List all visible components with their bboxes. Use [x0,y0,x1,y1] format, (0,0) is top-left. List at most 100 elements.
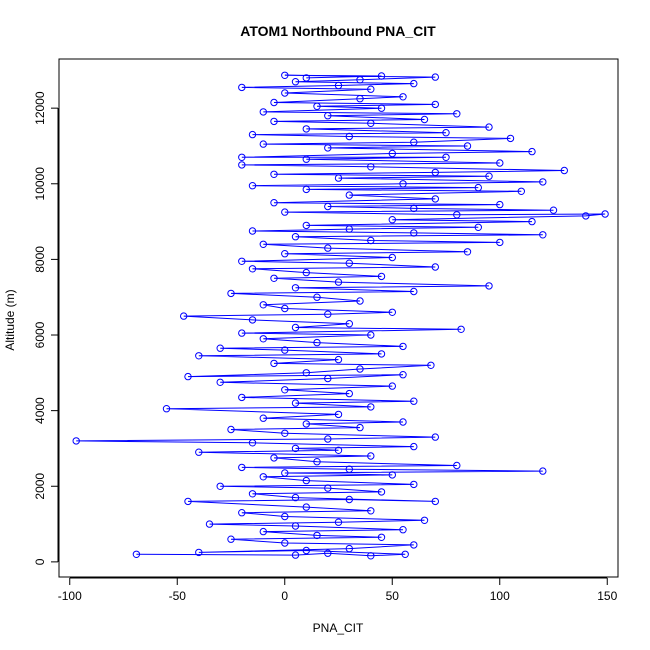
y-tick-label: 2000 [33,473,47,500]
data-point [388,382,396,390]
data-point [302,546,310,555]
data-point [227,535,235,543]
data-point [601,210,609,218]
data-point [205,520,214,528]
data-point [367,507,375,515]
data-point [485,282,493,290]
data-point [496,159,504,167]
data-point [431,168,439,177]
data-point [302,221,310,230]
x-tick-label: -100 [58,589,82,603]
data-point [281,512,289,521]
data-point [324,112,332,120]
data-point [259,108,267,116]
plot-frame [58,58,619,578]
data-point [427,361,435,369]
data-point [367,236,375,245]
data-point [238,393,246,402]
data-point [345,544,353,553]
data-point [270,199,278,207]
data-point [401,550,409,558]
data-point [431,433,439,441]
data-point [410,541,418,549]
x-tick-label: 50 [386,589,400,603]
data-point [324,374,332,383]
data-point [195,352,203,360]
data-point [377,72,386,80]
data-point [453,211,461,219]
data-point [410,204,418,213]
data-point [410,397,418,405]
data-point [377,533,386,541]
data-point [377,350,386,358]
data-point [367,119,375,128]
data-point [539,231,547,239]
data-point [474,223,482,232]
data-point [367,552,375,560]
data-point [334,410,343,419]
data-point [302,155,310,163]
data-point [463,248,472,256]
data-point [248,439,257,447]
data-point [313,531,321,540]
data-point [410,442,418,451]
y-tick-label: 12000 [33,91,47,125]
data-point [324,549,332,557]
data-point [302,476,310,485]
data-point [560,166,568,175]
y-tick-label: 6000 [33,321,47,348]
data-point [453,461,461,470]
data-point [302,503,310,511]
data-point [302,74,310,82]
data-point [281,386,289,394]
data-point [302,420,310,428]
data-point [270,454,278,462]
data-point [227,425,235,434]
data-point [259,527,267,536]
data-point [539,467,547,475]
data-point [313,338,321,347]
data-point [270,98,278,107]
data-point [345,191,353,199]
data-point [582,212,590,220]
data-point [367,331,375,339]
data-point [410,480,418,489]
data-point [334,355,343,364]
data-point [238,153,246,162]
data-point [345,132,353,141]
data-point [420,115,429,124]
data-point [377,104,386,112]
data-point [259,301,267,309]
data-point [485,172,493,180]
data-point [345,495,353,504]
data-point [216,482,224,490]
data-point [227,289,235,298]
data-point [442,153,450,162]
data-point [291,233,300,241]
x-axis-label: PNA_CIT [313,621,364,635]
data-point [367,85,375,93]
data-point [420,516,429,524]
data-point [463,142,472,150]
data-point [281,429,289,437]
data-point [431,100,439,109]
data-point [291,399,300,407]
data-point [474,183,482,192]
data-point [324,484,332,492]
data-point [291,284,300,292]
data-point [528,147,536,156]
data-point [291,78,300,86]
data-point [270,359,278,368]
data-point [345,465,353,473]
data-point [410,79,418,88]
data-point [313,102,321,111]
series-group [72,71,609,560]
data-point [238,257,246,265]
data-point [291,493,300,502]
data-point [180,312,188,320]
data-point [324,244,332,252]
x-axis: -100 -50 0 50 100 150 [58,577,618,603]
data-point [281,469,289,477]
data-point [399,371,407,379]
data-point [291,444,300,453]
